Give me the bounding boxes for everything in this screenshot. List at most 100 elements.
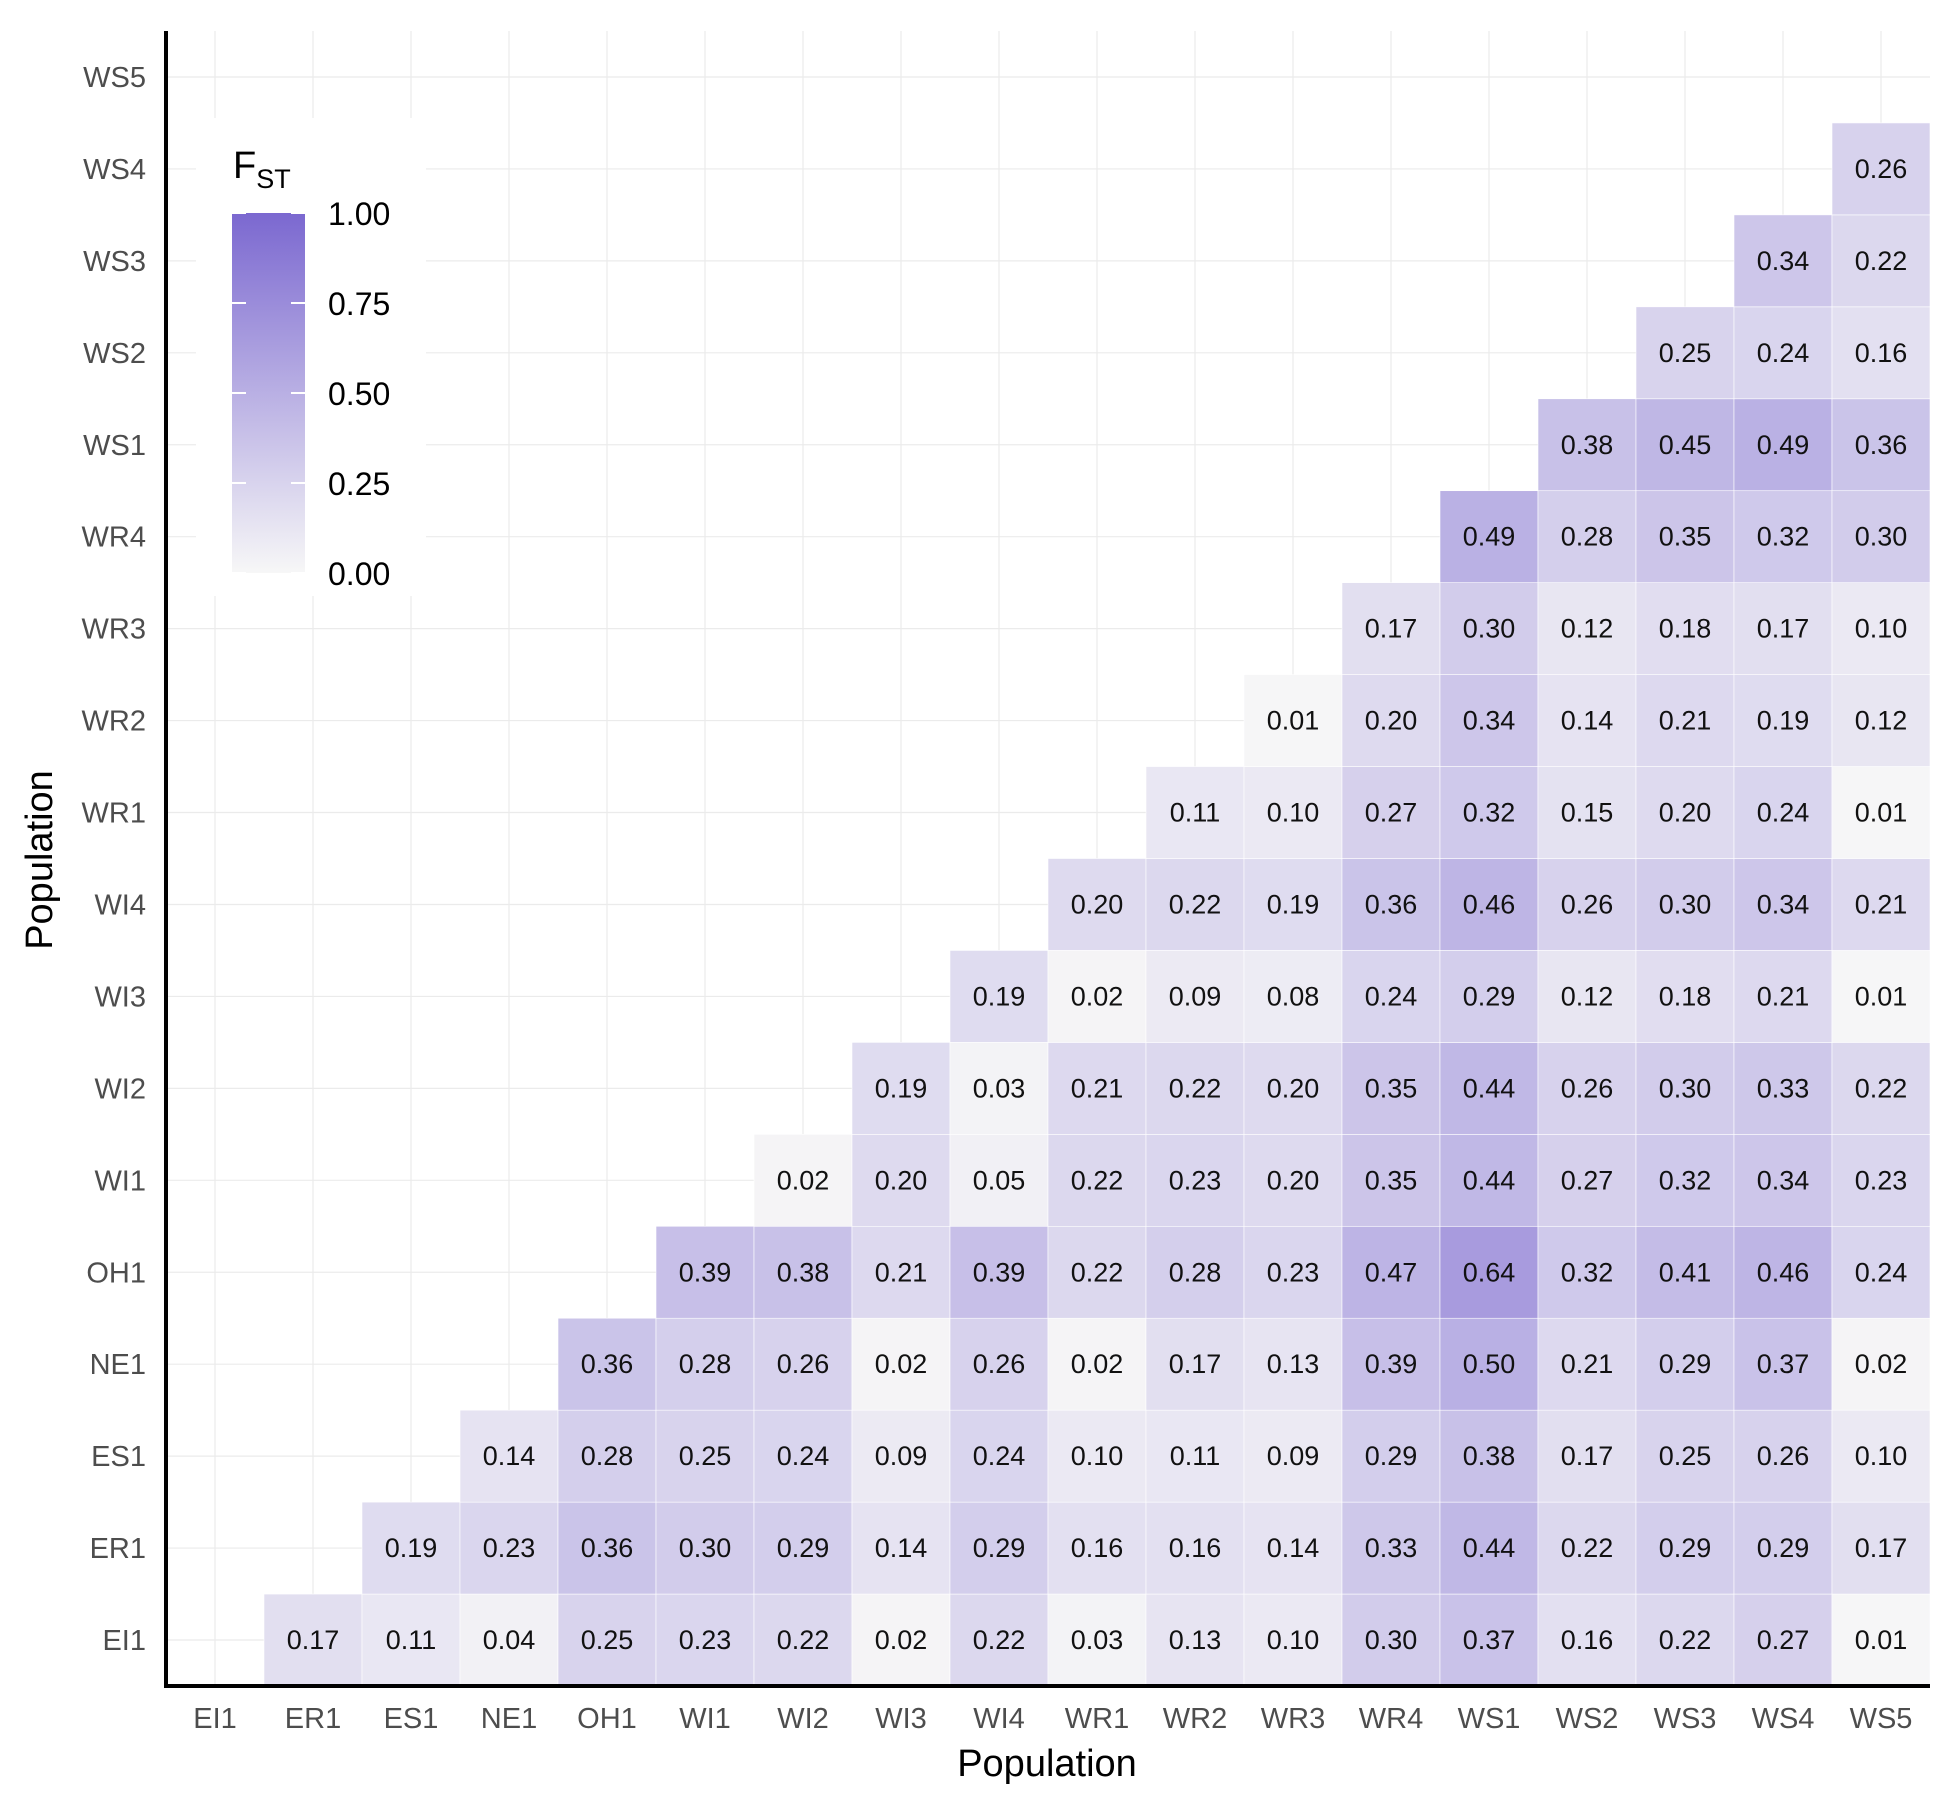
- cell-value-label: 0.26: [1855, 154, 1908, 184]
- heatmap-cell: [851, 1593, 951, 1687]
- cell-value-label: 0.10: [1855, 1441, 1908, 1471]
- heatmap-cell: [753, 1225, 853, 1319]
- heatmap-cell: [753, 1317, 853, 1411]
- heatmap-cell: [557, 1593, 657, 1687]
- cell-value-label: 0.24: [1757, 338, 1810, 368]
- heatmap-cell: [1537, 490, 1637, 583]
- cell-value-label: 0.02: [875, 1625, 928, 1655]
- heatmap-cell: [1243, 1042, 1343, 1135]
- cell-value-label: 0.30: [1659, 889, 1712, 919]
- cell-value-label: 0.24: [1855, 1257, 1908, 1287]
- heatmap-cell: [1537, 1409, 1637, 1503]
- cell-value-label: 0.23: [1855, 1165, 1908, 1195]
- heatmap-cell: [1537, 582, 1637, 675]
- heatmap-cell: [949, 1409, 1049, 1503]
- heatmap-cell: [1537, 766, 1637, 859]
- cell-value-label: 0.21: [1659, 706, 1712, 736]
- heatmap-cell: [949, 1501, 1049, 1595]
- heatmap-cell: [1831, 858, 1931, 951]
- cell-value-label: 0.30: [679, 1533, 732, 1563]
- heatmap-cell: [1733, 1409, 1833, 1503]
- heatmap-cell: [1145, 766, 1245, 859]
- heatmap-cell: [851, 1409, 951, 1503]
- cell-value-label: 0.10: [1855, 614, 1908, 644]
- x-tick-label: OH1: [577, 1703, 637, 1735]
- cell-value-label: 0.10: [1071, 1441, 1124, 1471]
- heatmap-cell: [1439, 1042, 1539, 1135]
- cell-value-label: 0.24: [1757, 798, 1810, 828]
- x-tick-label: WI3: [875, 1703, 927, 1735]
- cell-value-label: 0.26: [777, 1349, 830, 1379]
- heatmap-cell: [1341, 674, 1441, 767]
- heatmap-cell: [1341, 1317, 1441, 1411]
- y-tick-label: WS5: [83, 62, 146, 94]
- heatmap-cell: [1537, 1317, 1637, 1411]
- heatmap-cell: [1635, 1225, 1735, 1319]
- cell-value-label: 0.50: [1463, 1349, 1516, 1379]
- cell-value-label: 0.20: [1267, 1165, 1320, 1195]
- heatmap-cell: [1831, 490, 1931, 583]
- cell-value-label: 0.26: [1757, 1441, 1810, 1471]
- y-tick-label: NE1: [90, 1349, 146, 1381]
- x-tick-label: WI2: [777, 1703, 829, 1735]
- x-tick-label: NE1: [481, 1703, 537, 1735]
- heatmap-cell: [1635, 766, 1735, 859]
- heatmap-cell: [1831, 674, 1931, 767]
- x-tick-label: WS3: [1654, 1703, 1717, 1735]
- cell-value-label: 0.28: [1561, 522, 1614, 552]
- cell-value-label: 0.28: [679, 1349, 732, 1379]
- y-tick-label: WS3: [83, 246, 146, 278]
- cell-value-label: 0.27: [1757, 1625, 1810, 1655]
- heatmap-cell: [1733, 1225, 1833, 1319]
- cell-value-label: 0.20: [1071, 889, 1124, 919]
- heatmap-cell: [949, 1317, 1049, 1411]
- heatmap-cell: [1635, 1134, 1735, 1227]
- heatmap-cell: [753, 1134, 853, 1227]
- cell-value-label: 0.44: [1463, 1533, 1516, 1563]
- cell-value-label: 0.29: [973, 1533, 1026, 1563]
- heatmap-cell: [1047, 858, 1147, 951]
- heatmap-cell: [1341, 766, 1441, 859]
- heatmap-cell: [949, 1225, 1049, 1319]
- cell-value-label: 0.16: [1855, 338, 1908, 368]
- cell-value-label: 0.25: [679, 1441, 732, 1471]
- heatmap-cell: [1831, 1409, 1931, 1503]
- cell-value-label: 0.30: [1855, 522, 1908, 552]
- heatmap-cell: [1243, 766, 1343, 859]
- heatmap-cell: [1733, 766, 1833, 859]
- cell-value-label: 0.33: [1365, 1533, 1418, 1563]
- cell-value-label: 0.35: [1365, 1073, 1418, 1103]
- heatmap-cell: [655, 1409, 755, 1503]
- cell-value-label: 0.24: [1365, 981, 1418, 1011]
- heatmap-cell: [1439, 766, 1539, 859]
- heatmap-cell: [1439, 490, 1539, 583]
- heatmap-cell: [1635, 858, 1735, 951]
- cell-value-label: 0.22: [973, 1625, 1026, 1655]
- cell-value-label: 0.22: [1071, 1257, 1124, 1287]
- heatmap-cell: [1831, 766, 1931, 859]
- cell-value-label: 0.18: [1659, 981, 1712, 1011]
- y-tick-label: ER1: [90, 1533, 146, 1565]
- cell-value-label: 0.28: [581, 1441, 634, 1471]
- heatmap-cell: [949, 1042, 1049, 1135]
- cell-value-label: 0.17: [1169, 1349, 1222, 1379]
- cell-value-label: 0.29: [1365, 1441, 1418, 1471]
- cell-value-label: 0.30: [1463, 614, 1516, 644]
- cell-value-label: 0.10: [1267, 1625, 1320, 1655]
- y-tick-label: WS2: [83, 338, 146, 370]
- heatmap-cell: [1537, 950, 1637, 1043]
- cell-value-label: 0.20: [1365, 706, 1418, 736]
- cell-value-label: 0.02: [1855, 1349, 1908, 1379]
- cell-value-label: 0.02: [777, 1165, 830, 1195]
- cell-value-label: 0.19: [1267, 889, 1320, 919]
- heatmap-cell: [1341, 1593, 1441, 1687]
- heatmap-cell: [361, 1593, 461, 1687]
- heatmap-cell: [1831, 1134, 1931, 1227]
- cell-value-label: 0.39: [1365, 1349, 1418, 1379]
- heatmap-cell: [1733, 306, 1833, 400]
- y-axis-title: Population: [19, 770, 61, 950]
- heatmap-cell: [1439, 1317, 1539, 1411]
- heatmap-cell: [557, 1501, 657, 1595]
- heatmap-cell: [557, 1317, 657, 1411]
- heatmap-cell: [1537, 674, 1637, 767]
